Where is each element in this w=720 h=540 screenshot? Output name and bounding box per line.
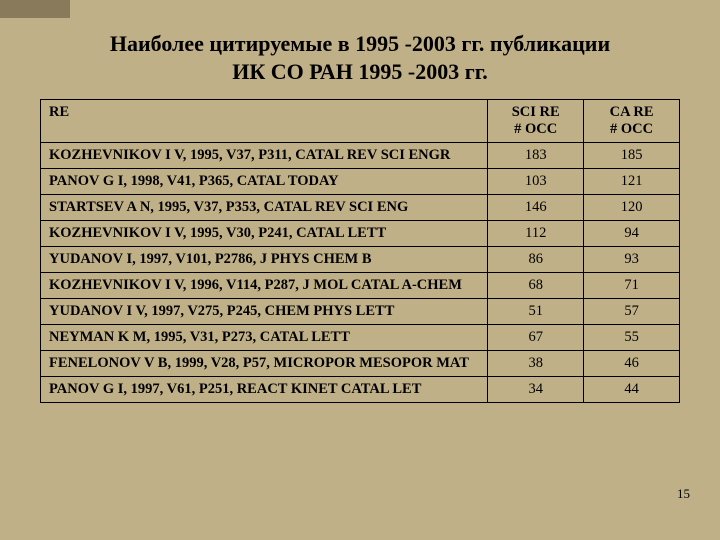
cell-ref: YUDANOV I, 1997, V101, P2786, J PHYS CHE… [41, 247, 488, 273]
cell-ref: PANOV G I, 1998, V41, P365, CATAL TODAY [41, 169, 488, 195]
table-body: KOZHEVNIKOV I V, 1995, V37, P311, CATAL … [41, 143, 680, 403]
cell-sci-occ: 34 [488, 377, 584, 403]
page-title: Наиболее цитируемые в 1995 -2003 гг. пуб… [40, 30, 680, 85]
col-header-ca: CA RE # OCC [584, 100, 680, 143]
table-row: KOZHEVNIKOV I V, 1995, V37, P311, CATAL … [41, 143, 680, 169]
cell-sci-occ: 38 [488, 351, 584, 377]
cell-sci-occ: 86 [488, 247, 584, 273]
cell-sci-occ: 67 [488, 325, 584, 351]
cell-ref: KOZHEVNIKOV I V, 1995, V37, P311, CATAL … [41, 143, 488, 169]
table-row: YUDANOV I, 1997, V101, P2786, J PHYS CHE… [41, 247, 680, 273]
table-header-row: RE SCI RE # OCC CA RE # OCC [41, 100, 680, 143]
table-row: STARTSEV A N, 1995, V37, P353, CATAL REV… [41, 195, 680, 221]
table-row: FENELONOV V B, 1999, V28, P57, MICROPOR … [41, 351, 680, 377]
cell-sci-occ: 68 [488, 273, 584, 299]
cell-ca-occ: 57 [584, 299, 680, 325]
cell-ref: FENELONOV V B, 1999, V28, P57, MICROPOR … [41, 351, 488, 377]
cell-sci-occ: 183 [488, 143, 584, 169]
table-row: NEYMAN K M, 1995, V31, P273, CATAL LETT6… [41, 325, 680, 351]
col-header-sci: SCI RE # OCC [488, 100, 584, 143]
cell-ca-occ: 94 [584, 221, 680, 247]
title-line-1: Наиболее цитируемые в 1995 -2003 гг. пуб… [110, 31, 610, 56]
page-number: 15 [677, 486, 690, 502]
cell-ca-occ: 46 [584, 351, 680, 377]
table-row: KOZHEVNIKOV I V, 1995, V30, P241, CATAL … [41, 221, 680, 247]
corner-tab [0, 0, 70, 18]
cell-ref: YUDANOV I V, 1997, V275, P245, CHEM PHYS… [41, 299, 488, 325]
cell-ca-occ: 93 [584, 247, 680, 273]
cell-ca-occ: 71 [584, 273, 680, 299]
table-row: KOZHEVNIKOV I V, 1996, V114, P287, J MOL… [41, 273, 680, 299]
col-header-ref: RE [41, 100, 488, 143]
cell-ref: NEYMAN K M, 1995, V31, P273, CATAL LETT [41, 325, 488, 351]
table-row: PANOV G I, 1998, V41, P365, CATAL TODAY1… [41, 169, 680, 195]
cell-ref: KOZHEVNIKOV I V, 1995, V30, P241, CATAL … [41, 221, 488, 247]
cell-ref: PANOV G I, 1997, V61, P251, REACT KINET … [41, 377, 488, 403]
cell-ca-occ: 44 [584, 377, 680, 403]
cell-ref: KOZHEVNIKOV I V, 1996, V114, P287, J MOL… [41, 273, 488, 299]
cell-ca-occ: 121 [584, 169, 680, 195]
table-row: YUDANOV I V, 1997, V275, P245, CHEM PHYS… [41, 299, 680, 325]
slide-page: Наиболее цитируемые в 1995 -2003 гг. пуб… [0, 0, 720, 413]
cell-ca-occ: 55 [584, 325, 680, 351]
publications-table: RE SCI RE # OCC CA RE # OCC KOZHEVNIKOV … [40, 99, 680, 403]
cell-ca-occ: 120 [584, 195, 680, 221]
cell-sci-occ: 146 [488, 195, 584, 221]
title-line-2: ИК СО РАН 1995 -2003 гг. [232, 59, 488, 84]
cell-sci-occ: 51 [488, 299, 584, 325]
cell-sci-occ: 112 [488, 221, 584, 247]
cell-sci-occ: 103 [488, 169, 584, 195]
cell-ca-occ: 185 [584, 143, 680, 169]
cell-ref: STARTSEV A N, 1995, V37, P353, CATAL REV… [41, 195, 488, 221]
table-row: PANOV G I, 1997, V61, P251, REACT KINET … [41, 377, 680, 403]
